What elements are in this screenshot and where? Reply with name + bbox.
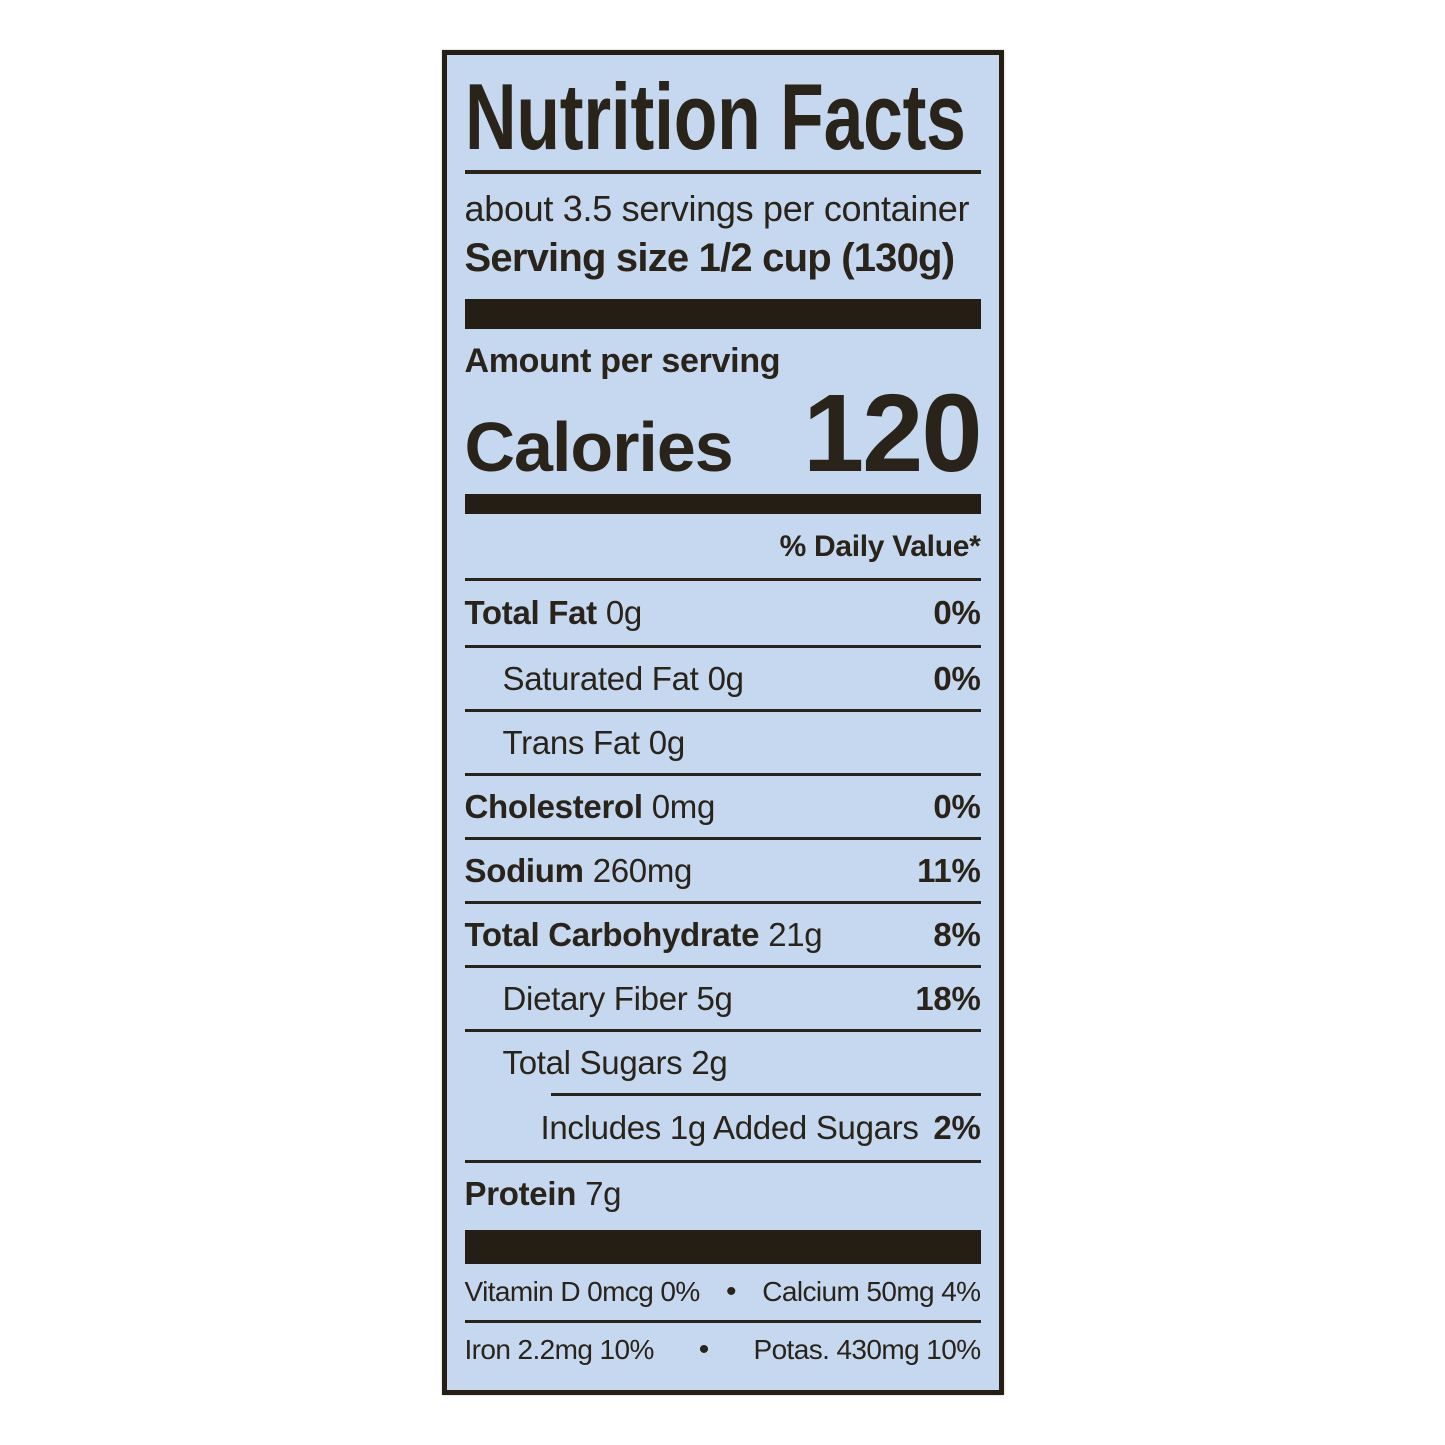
nutrient-dv: 0% bbox=[933, 594, 981, 632]
nutrient-dv: 2% bbox=[933, 1109, 981, 1147]
medium-divider-bar bbox=[464, 494, 981, 515]
micronutrient-row-2: Iron 2.2mg 10% • Potas. 430mg 10% bbox=[464, 1320, 982, 1376]
nutrient-row-protein: Protein 7g bbox=[464, 1160, 981, 1224]
nutrient-amount: 0g bbox=[605, 594, 642, 632]
bullet-separator: • bbox=[726, 1275, 737, 1309]
nutrient-name: Total Fat bbox=[464, 594, 598, 632]
micronutrient-right: Potas. 430mg 10% bbox=[753, 1333, 982, 1365]
nutrient-name: Includes 1g Added Sugars bbox=[540, 1109, 919, 1147]
nutrient-name: Total Sugars bbox=[502, 1043, 683, 1081]
nutrient-row-total-sugars: Total Sugars 2g bbox=[464, 1029, 981, 1093]
nutrient-row-added-sugars: Includes 1g Added Sugars 2% bbox=[465, 1096, 981, 1160]
nutrient-amount: 260mg bbox=[592, 851, 693, 889]
nutrient-dv: 11% bbox=[917, 851, 981, 889]
nutrient-row-sodium: Sodium 260mg 11% bbox=[464, 837, 981, 901]
bullet-separator: • bbox=[698, 1332, 710, 1366]
nutrient-row-cholesterol: Cholesterol 0mg 0% bbox=[464, 773, 981, 837]
amount-per-serving: Amount per serving bbox=[464, 342, 781, 381]
nutrient-amount: 7g bbox=[585, 1174, 622, 1212]
calories-row: Calories 120 bbox=[464, 371, 983, 495]
nutrient-dv: 18% bbox=[915, 979, 981, 1017]
nutrient-amount: 0g bbox=[707, 659, 744, 697]
nutrient-name: Trans Fat bbox=[502, 723, 641, 761]
nutrient-name: Total Carbohydrate bbox=[464, 915, 760, 953]
label-title: Nutrition Facts bbox=[464, 63, 966, 169]
added-sugars-divider bbox=[550, 1093, 981, 1097]
nutrient-dv: 0% bbox=[933, 787, 981, 825]
nutrition-facts-label: Nutrition Facts about 3.5 servings per c… bbox=[441, 49, 1004, 1396]
vitamins-divider-bar bbox=[464, 1230, 981, 1265]
nutrient-name: Dietary Fiber bbox=[502, 979, 688, 1017]
servings-per-container: about 3.5 servings per container bbox=[464, 188, 970, 230]
nutrient-dv: 8% bbox=[933, 915, 981, 953]
micronutrient-left: Iron 2.2mg 10% bbox=[464, 1333, 655, 1365]
calories-label: Calories bbox=[464, 407, 734, 486]
nutrient-row-total-carbohydrate: Total Carbohydrate 21g 8% bbox=[464, 901, 981, 965]
nutrient-amount: 0g bbox=[648, 723, 685, 761]
nutrient-amount: 0mg bbox=[651, 787, 716, 825]
nutrient-row-total-fat: Total Fat 0g 0% bbox=[465, 581, 981, 645]
serving-size: Serving size 1/2 cup (130g) bbox=[464, 236, 956, 281]
nutrient-row-trans-fat: Trans Fat 0g bbox=[464, 709, 981, 773]
nutrient-row-dietary-fiber: Dietary Fiber 5g 18% bbox=[464, 965, 981, 1029]
nutrient-row-saturated-fat: Saturated Fat 0g 0% bbox=[464, 645, 981, 709]
nutrient-name: Sodium bbox=[464, 851, 585, 889]
nutrient-amount: 5g bbox=[696, 979, 733, 1017]
micronutrient-row-1: Vitamin D 0mcg 0% • Calcium 50mg 4% bbox=[464, 1264, 982, 1320]
title-divider bbox=[464, 170, 981, 175]
thick-divider-bar bbox=[464, 299, 981, 330]
nutrient-dv: 0% bbox=[933, 659, 981, 697]
nutrient-amount: 21g bbox=[768, 915, 823, 953]
nutrient-name: Protein bbox=[464, 1174, 577, 1212]
micronutrient-right: Calcium 50mg 4% bbox=[762, 1276, 981, 1308]
nutrient-amount: 2g bbox=[691, 1043, 728, 1081]
micronutrient-left: Vitamin D 0mcg 0% bbox=[464, 1276, 701, 1308]
daily-value-header: % Daily Value* bbox=[464, 514, 981, 582]
nutrient-name: Saturated Fat bbox=[502, 659, 699, 697]
nutrient-name: Cholesterol bbox=[464, 787, 644, 825]
calories-value: 120 bbox=[802, 371, 983, 495]
